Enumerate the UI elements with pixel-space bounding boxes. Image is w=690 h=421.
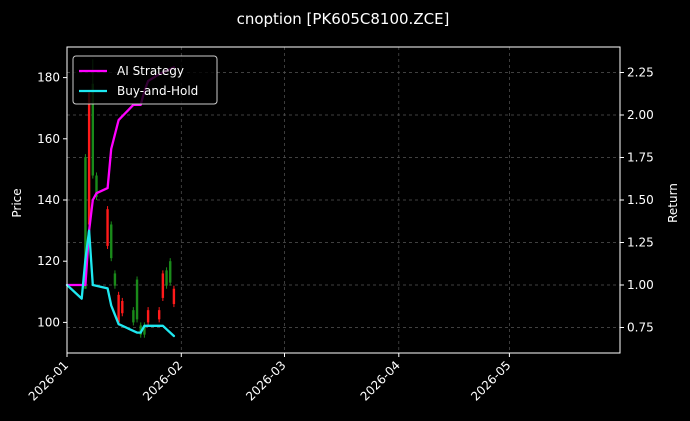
y-axis-left: 100 120 140 160 180 xyxy=(37,71,67,329)
candle-body xyxy=(110,224,113,259)
y2-tick-label: 1.75 xyxy=(627,151,654,165)
candle-body xyxy=(143,325,146,335)
y-tick-label: 180 xyxy=(37,71,60,85)
y-tick-label: 100 xyxy=(37,315,60,329)
candle-body xyxy=(117,294,120,323)
candle-body xyxy=(113,273,117,286)
candle-body xyxy=(139,325,142,335)
candle-body xyxy=(146,310,150,323)
y2-tick-label: 1.00 xyxy=(627,278,654,292)
candle-body xyxy=(106,209,109,246)
y2-tick-label: 2.00 xyxy=(627,108,654,122)
chart-title: cnoption [PK605C8100.ZCE] xyxy=(237,10,450,28)
candle-body xyxy=(84,157,87,289)
legend-label: AI Strategy xyxy=(117,64,184,78)
y2-tick-label: 1.50 xyxy=(627,193,654,207)
candle-body xyxy=(165,270,168,286)
legend-label: Buy-and-Hold xyxy=(117,84,198,98)
candle-body xyxy=(169,261,172,283)
candle-body xyxy=(132,310,135,323)
candle-body xyxy=(161,273,165,298)
legend: AI Strategy Buy-and-Hold xyxy=(72,55,218,105)
legend-box xyxy=(72,55,218,105)
y2-tick-label: 2.25 xyxy=(627,66,654,80)
y-tick-label: 140 xyxy=(37,193,60,207)
candle-body xyxy=(87,92,91,225)
y-axis-right: 0.75 1.00 1.25 1.50 1.75 2.00 2.25 xyxy=(620,66,654,335)
candle-body xyxy=(91,83,95,176)
y2-tick-label: 1.25 xyxy=(627,236,654,250)
buy-and-hold-line xyxy=(65,229,176,338)
candle-body xyxy=(135,279,139,320)
y-tick-label: 120 xyxy=(37,254,60,268)
y-axis-title-right: Return xyxy=(666,183,680,223)
gridlines xyxy=(66,47,620,353)
y-tick-label: 160 xyxy=(37,132,60,146)
candle-body xyxy=(95,175,98,197)
y2-tick-label: 0.75 xyxy=(627,321,654,335)
candle-body xyxy=(172,288,176,305)
y-axis-title-left: Price xyxy=(10,188,24,217)
candle-body xyxy=(121,300,124,314)
candle-body xyxy=(157,310,161,320)
